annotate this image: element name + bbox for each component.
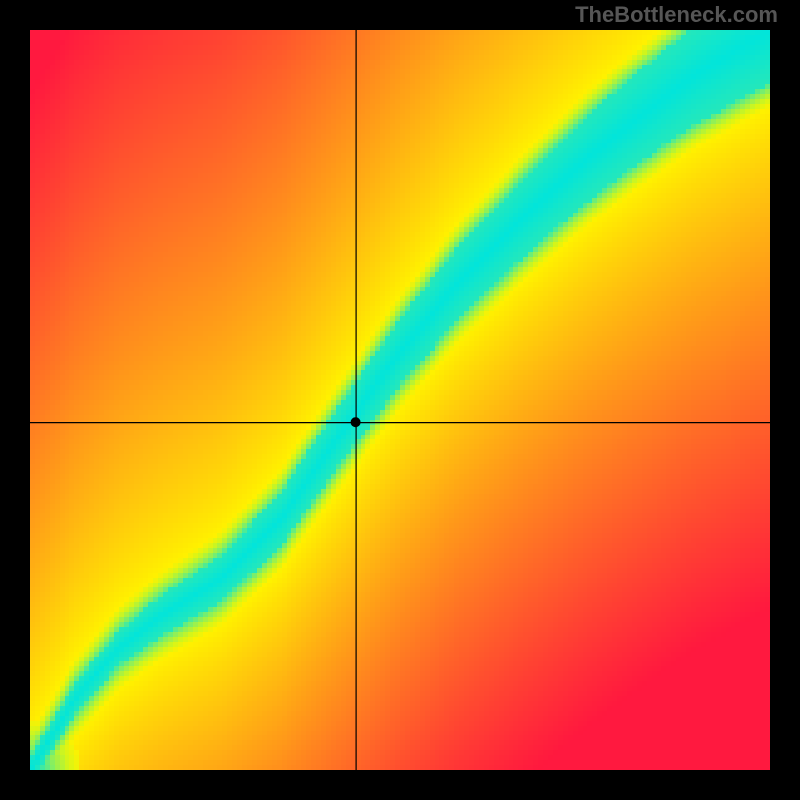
attribution-label: TheBottleneck.com (575, 2, 778, 28)
image-container: TheBottleneck.com (0, 0, 800, 800)
bottleneck-heatmap (30, 30, 770, 770)
